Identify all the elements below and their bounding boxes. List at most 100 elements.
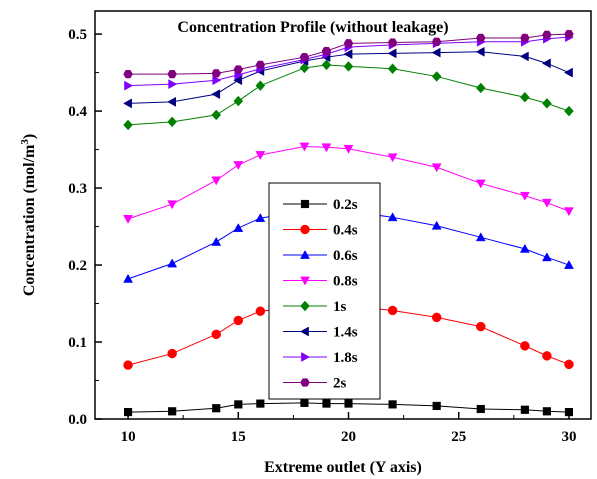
series-0.8s <box>123 142 574 224</box>
data-point <box>211 69 222 78</box>
data-point <box>542 351 552 361</box>
data-point <box>387 38 398 47</box>
plot-frame <box>94 10 592 420</box>
legend-marker <box>300 378 310 387</box>
data-point <box>520 405 529 414</box>
legend-item: 0.2s <box>283 197 358 213</box>
data-point <box>123 98 132 109</box>
data-point <box>431 71 442 82</box>
data-point <box>387 48 397 59</box>
legend-label: 2s <box>333 376 347 392</box>
data-point <box>167 200 178 210</box>
data-point <box>387 153 398 163</box>
data-point <box>167 96 177 107</box>
legend-item: 0.4s <box>283 223 358 239</box>
legend-item: 1.4s <box>283 325 358 341</box>
data-point <box>168 407 177 416</box>
legend-item: 1.8s <box>283 350 358 366</box>
data-point <box>564 359 574 370</box>
data-point <box>123 69 133 79</box>
legend-item: 2s <box>283 376 347 392</box>
data-point <box>299 62 310 74</box>
data-point <box>475 46 485 57</box>
y-tick-label: 0.5 <box>68 27 87 43</box>
data-point <box>387 305 398 316</box>
data-point <box>343 144 354 154</box>
legend-marker <box>301 352 311 362</box>
data-point <box>431 47 441 58</box>
data-point <box>542 30 552 40</box>
y-tick-label: 0.0 <box>68 412 87 428</box>
data-point <box>322 399 331 408</box>
data-point <box>255 306 266 316</box>
y-axis-label-main: Concentration (mol/m <box>21 144 38 296</box>
data-point <box>123 273 133 283</box>
legend-label: 0.4s <box>333 223 358 239</box>
data-point <box>212 75 222 86</box>
x-axis-label: Extreme outlet (Y axis) <box>264 459 422 476</box>
data-point <box>234 400 243 409</box>
legend-item: 0.8s <box>283 274 358 290</box>
data-point <box>344 399 353 408</box>
data-point <box>541 58 551 69</box>
data-point <box>299 142 310 152</box>
legend-item: 1s <box>283 299 347 315</box>
data-point <box>233 161 244 170</box>
series-0.2s <box>123 398 574 417</box>
legend-label: 0.2s <box>333 197 358 213</box>
data-point <box>564 407 574 417</box>
legend: 0.2s 0.4s 0.6s 0.8s 1s 1.4s 1.8s 2s <box>268 182 381 400</box>
legend-label: 0.8s <box>333 274 358 290</box>
y-axis-label-superscript: 3 <box>19 139 31 145</box>
data-point <box>541 252 552 262</box>
data-point <box>321 143 332 153</box>
y-axis-label: Concentration (mol/m3) <box>19 134 38 296</box>
data-point <box>542 407 551 416</box>
data-point <box>123 214 133 224</box>
x-tick-label: 20 <box>341 429 356 445</box>
data-point <box>233 95 244 107</box>
data-point <box>475 82 486 94</box>
data-point <box>211 89 221 100</box>
series-layer <box>123 29 574 417</box>
data-point <box>168 79 178 90</box>
data-point <box>563 67 573 78</box>
legend-label: 1s <box>333 299 347 315</box>
data-point <box>256 399 265 408</box>
series-2s <box>123 29 574 79</box>
data-point <box>233 65 244 74</box>
x-tick-label: 10 <box>121 429 136 445</box>
data-point <box>211 109 222 121</box>
data-point <box>564 260 574 269</box>
data-point <box>343 39 354 48</box>
data-point <box>431 220 442 230</box>
data-point <box>519 243 530 253</box>
data-point <box>233 75 243 86</box>
x-tick-label: 30 <box>561 429 576 445</box>
data-point <box>476 404 485 414</box>
series-line <box>128 51 570 104</box>
data-point <box>541 198 552 208</box>
data-point <box>475 232 486 242</box>
data-point <box>388 400 397 409</box>
legend-marker <box>299 326 309 337</box>
data-point <box>431 37 442 46</box>
legend-marker <box>300 300 310 312</box>
data-point <box>520 91 530 103</box>
data-point <box>167 258 178 268</box>
legend-label: 1.8s <box>333 350 358 366</box>
data-point <box>343 49 353 60</box>
chart-title: Concentration Profile (without leakage) <box>177 19 448 36</box>
data-point <box>343 61 354 72</box>
data-point <box>255 80 266 91</box>
legend-item: 0.6s <box>283 248 358 264</box>
data-point <box>519 51 529 62</box>
y-axis-label-close: ) <box>21 134 38 139</box>
data-point <box>123 360 133 370</box>
data-point <box>520 33 530 43</box>
data-point <box>519 191 530 201</box>
y-axis: 0.0 0.1 0.2 0.3 0.4 0.5 <box>68 27 102 428</box>
data-point <box>211 236 222 246</box>
data-point <box>167 116 177 128</box>
